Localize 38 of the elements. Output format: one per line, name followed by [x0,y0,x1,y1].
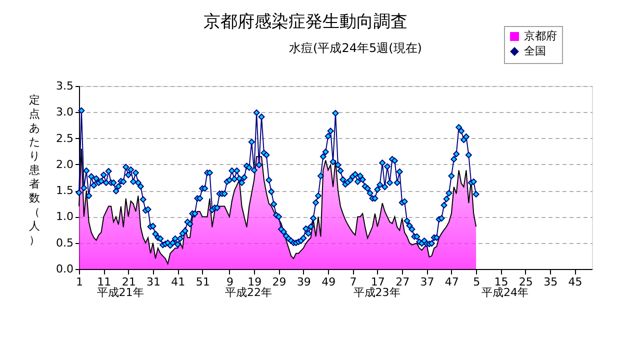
text: 平成21年 [96,286,144,299]
x-tick-label: 5 [473,276,480,288]
y-tick-label: 3.0 [56,106,74,119]
text: 平成22年 [225,286,272,299]
x-tick-label: 39 [296,276,311,288]
y-tick-label: 2.5 [56,132,74,145]
x-tick-label: 11 [97,276,112,288]
y-tick-label: 3.5 [56,80,74,92]
y-tick-label: 1.5 [56,184,74,198]
x-tick-label: 35 [544,276,558,288]
x-tick-label: 41 [171,276,186,288]
x-tick-label: 45 [568,276,582,288]
x-tick-label: 29 [272,276,286,288]
y-tick-label: 2.0 [56,158,74,171]
chart-title: 京都府感染症発生動向調査 [204,12,408,32]
x-tick-label: 9 [226,276,234,288]
x-tick-label: 27 [396,276,410,288]
text: 定点あたり患者数（人） [29,94,40,246]
chart-subtitle: 水痘(平成24年5週(現在) [289,41,422,55]
x-tick-label: 37 [420,276,434,288]
x-tick-label: 31 [146,276,160,288]
x-tick-label: 47 [444,276,459,288]
text: 平成23年 [353,286,400,299]
legend-label: 全国 [524,44,546,58]
x-tick-label: 19 [248,276,262,288]
y-tick-label: 0.0 [56,262,74,276]
x-tick-label: 25 [518,276,533,288]
y-tick-label: 1.0 [56,210,74,224]
x-tick-label: 51 [196,276,210,288]
legend-label: 京都府 [524,30,557,42]
x-tick-label: 1 [76,276,83,288]
x-tick-label: 7 [350,276,357,288]
x-tick-label: 17 [370,276,385,288]
y-tick-label: 0.5 [56,236,74,250]
x-tick-label: 49 [322,276,336,288]
x-tick-label: 21 [122,276,136,288]
x-tick-label: 15 [494,276,508,288]
text: 平成24年 [482,286,529,299]
